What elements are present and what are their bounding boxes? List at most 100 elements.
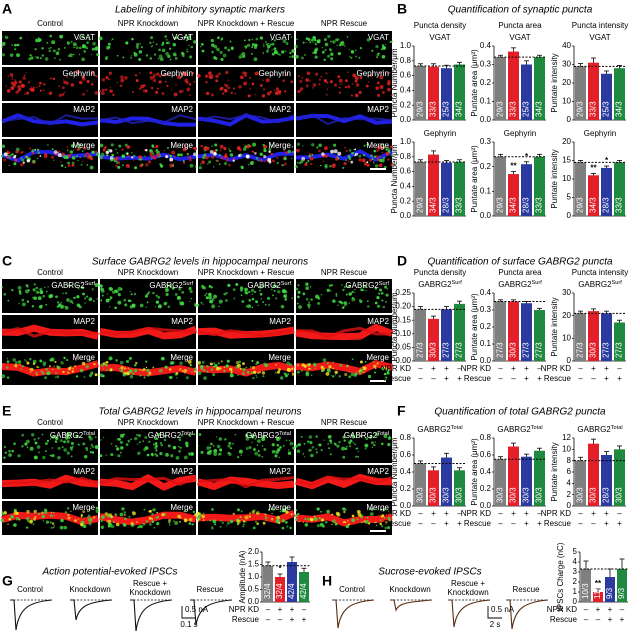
panel-label: A <box>2 1 12 17</box>
condition-mark: + <box>457 519 462 528</box>
punctum <box>42 83 46 86</box>
punctum <box>256 522 259 525</box>
punctum <box>313 50 318 55</box>
punctum <box>26 300 30 303</box>
punctum <box>245 436 250 441</box>
punctum <box>155 294 158 297</box>
punctum <box>191 523 194 526</box>
panel-title: Surface GABRG2 levels in hippocampal neu… <box>92 257 308 268</box>
punctum <box>305 286 309 290</box>
y-tick-label: 30 <box>562 288 571 297</box>
punctum <box>348 302 350 305</box>
punctum <box>123 523 127 527</box>
punctum <box>136 433 139 437</box>
image-label: GABRG2Total <box>50 431 95 440</box>
punctum <box>101 78 106 82</box>
punctum <box>192 523 195 526</box>
y-tick-label: 0.20 <box>395 302 411 311</box>
punctum <box>234 92 237 95</box>
punctum <box>327 442 330 445</box>
punctum <box>27 520 30 523</box>
punctum <box>371 158 374 161</box>
punctum <box>54 360 57 364</box>
punctum <box>133 51 136 54</box>
punctum <box>69 299 73 304</box>
punctum <box>141 369 144 372</box>
y-tick-label: 5 <box>567 193 572 202</box>
punctum <box>85 295 89 298</box>
punctum <box>77 38 80 40</box>
image-label: MAP2 <box>367 317 389 326</box>
y-tick-label: 1.0 <box>400 137 412 146</box>
punctum <box>350 94 353 97</box>
punctum <box>238 85 242 89</box>
punctum <box>283 294 288 298</box>
punctum <box>131 37 134 41</box>
punctum <box>163 438 167 442</box>
punctum <box>172 445 177 450</box>
punctum <box>379 84 384 89</box>
punctum <box>264 516 268 520</box>
punctum <box>125 371 130 376</box>
column-header: NPR Rescue <box>321 418 368 427</box>
punctum <box>86 152 89 155</box>
punctum <box>89 165 94 170</box>
y-tick-label: 0.4 <box>480 467 492 476</box>
punctum <box>55 51 60 56</box>
punctum <box>111 153 114 157</box>
punctum <box>273 50 278 54</box>
punctum <box>66 440 70 444</box>
punctum <box>248 290 251 294</box>
punctum <box>228 148 230 150</box>
punctum <box>350 160 354 164</box>
chart-subtitle: VGAT <box>589 33 610 42</box>
punctum <box>104 56 108 60</box>
punctum <box>101 374 105 378</box>
punctum <box>120 366 124 370</box>
punctum <box>273 39 277 42</box>
punctum <box>262 375 265 378</box>
punctum <box>100 152 105 157</box>
punctum <box>7 299 10 302</box>
punctum <box>289 526 292 530</box>
micrograph <box>2 67 98 101</box>
punctum <box>145 163 149 167</box>
punctum <box>85 446 88 450</box>
punctum <box>271 508 274 511</box>
punctum <box>289 441 294 446</box>
punctum <box>251 366 256 370</box>
punctum <box>223 88 228 93</box>
punctum <box>358 154 362 158</box>
bar <box>415 309 426 361</box>
punctum <box>82 44 85 47</box>
punctum <box>357 450 359 453</box>
punctum <box>335 442 337 445</box>
punctum <box>207 450 212 455</box>
chart-subtitle: GABRG2Total <box>497 425 542 434</box>
punctum <box>136 521 139 524</box>
dendrite <box>99 116 197 127</box>
punctum <box>208 295 213 300</box>
punctum <box>75 46 79 50</box>
punctum <box>21 302 26 307</box>
punctum <box>220 38 223 41</box>
punctum <box>304 162 308 167</box>
punctum <box>377 93 381 97</box>
punctum <box>257 449 260 452</box>
bar <box>508 51 519 120</box>
punctum <box>75 360 77 362</box>
trace-label-line: Rescue + <box>133 579 167 588</box>
punctum <box>201 514 205 519</box>
image-label: Merge <box>366 353 389 362</box>
punctum <box>276 443 280 447</box>
punctum <box>179 446 182 449</box>
punctum <box>80 515 83 518</box>
punctum <box>322 160 325 162</box>
punctum <box>68 53 73 58</box>
punctum <box>387 146 389 148</box>
punctum <box>229 447 233 450</box>
punctum <box>383 372 387 376</box>
bar <box>275 577 285 602</box>
punctum <box>275 87 279 91</box>
punctum <box>318 78 321 81</box>
